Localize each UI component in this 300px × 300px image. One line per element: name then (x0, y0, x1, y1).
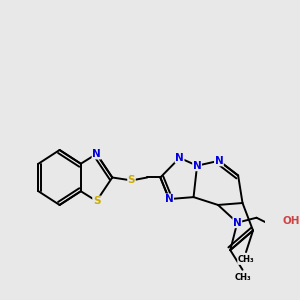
Text: S: S (93, 196, 100, 206)
Text: CH₃: CH₃ (238, 255, 254, 264)
Text: N: N (165, 194, 173, 204)
Text: N: N (214, 156, 223, 166)
Text: S: S (128, 176, 135, 185)
Text: N: N (193, 161, 201, 171)
Text: CH₃: CH₃ (234, 273, 251, 282)
Text: OH: OH (283, 216, 300, 226)
Text: N: N (175, 153, 184, 163)
Text: N: N (233, 218, 242, 228)
Text: N: N (92, 149, 101, 159)
